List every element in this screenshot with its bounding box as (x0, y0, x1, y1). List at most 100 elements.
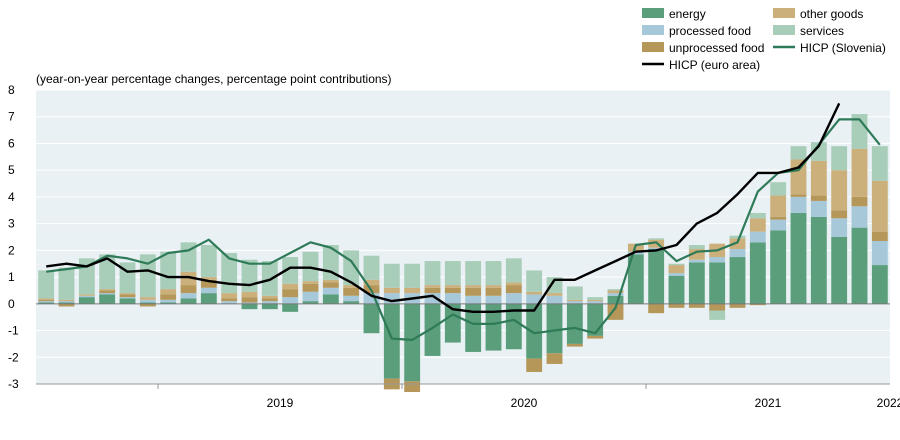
bar-unprocessed-food (322, 282, 339, 288)
bar-services (424, 261, 441, 286)
bar-processed-food (871, 241, 888, 266)
bar-services (465, 261, 482, 286)
legend-swatch-energy (642, 8, 664, 18)
bar-other-goods (688, 249, 705, 260)
bar-energy (322, 294, 339, 304)
y-tick-label: 1 (8, 270, 15, 284)
bar-unprocessed-food (587, 335, 604, 339)
bar-services (688, 245, 705, 250)
bar-other-goods (485, 285, 502, 288)
bar-energy (790, 212, 807, 304)
bar-services (810, 142, 827, 161)
lines (46, 102, 881, 341)
bar-other-goods (810, 160, 827, 196)
bar-unprocessed-food (871, 231, 888, 242)
bar-energy (58, 302, 75, 304)
bar-other-goods (444, 285, 461, 288)
x-year-label: 2020 (511, 396, 538, 410)
bar-unprocessed-food (485, 287, 502, 296)
bar-energy (770, 230, 787, 304)
bar-other-goods (343, 285, 360, 288)
bar-other-goods (302, 281, 319, 284)
bar-unprocessed-food (851, 196, 868, 207)
bar-other-goods (241, 291, 258, 298)
bar-unprocessed-food (38, 299, 55, 302)
bar-unprocessed-food (566, 343, 583, 347)
y-tick-label: 2 (8, 243, 15, 257)
legend: energy processed food unprocessed food HICP… (642, 7, 886, 72)
bar-unprocessed-food (607, 303, 624, 320)
bars (38, 114, 888, 393)
bar-services (566, 286, 583, 300)
bar-unprocessed-food (810, 195, 827, 201)
bar-services (648, 238, 665, 240)
bar-other-goods (78, 294, 95, 296)
bar-processed-food (444, 293, 461, 304)
bar-other-goods (729, 238, 746, 250)
bar-processed-food (383, 293, 400, 304)
bar-energy (526, 303, 543, 359)
y-tick-label: 7 (8, 110, 15, 124)
bar-other-goods (505, 282, 522, 286)
bar-services (139, 254, 156, 298)
bar-other-goods (38, 298, 55, 300)
bar-unprocessed-food (790, 194, 807, 197)
bar-processed-food (200, 287, 217, 294)
y-tick-label: 0 (8, 297, 15, 311)
bar-energy (505, 303, 522, 350)
bar-energy (648, 249, 665, 304)
bar-other-goods (221, 293, 238, 299)
y-tick-label: 6 (8, 136, 15, 150)
bar-energy (38, 302, 55, 304)
bar-processed-food (99, 293, 116, 295)
bar-unprocessed-food (99, 290, 116, 294)
bar-processed-food (627, 251, 644, 255)
bar-unprocessed-food (119, 294, 136, 298)
plot-background (36, 90, 890, 384)
bar-other-goods (465, 285, 482, 288)
bar-energy (688, 262, 705, 304)
bar-services (587, 297, 604, 300)
bar-processed-food (810, 200, 827, 217)
bar-energy (160, 302, 177, 304)
bar-other-goods (200, 277, 217, 280)
bar-other-goods (668, 265, 685, 274)
bar-other-goods (139, 297, 156, 300)
bar-other-goods (851, 148, 868, 197)
bar-processed-food (302, 291, 319, 302)
bar-other-goods (363, 279, 380, 286)
bar-energy (180, 298, 197, 304)
bar-services (200, 245, 217, 278)
bar-other-goods (404, 287, 421, 294)
bar-processed-food (241, 302, 258, 304)
bar-other-goods (526, 291, 543, 295)
bar-processed-food (587, 301, 604, 304)
bar-services (709, 310, 726, 320)
bar-processed-food (688, 259, 705, 263)
bar-energy (200, 293, 217, 304)
chart-subtitle: (year-on-year percentage changes, percen… (36, 72, 392, 86)
bar-unprocessed-food (688, 303, 705, 308)
bar-services (282, 257, 299, 284)
bar-services (749, 212, 766, 219)
bar-energy (465, 303, 482, 352)
bar-processed-food (648, 247, 665, 250)
bar-services (546, 277, 563, 294)
legend-label: energy (669, 7, 706, 21)
bar-other-goods (119, 293, 136, 295)
bar-energy (444, 303, 461, 343)
bar-other-goods (58, 299, 75, 302)
bar-other-goods (282, 283, 299, 290)
legend-swatch-services (773, 25, 795, 35)
bar-unprocessed-food (526, 358, 543, 372)
legend-swatch-unprocessed-food (642, 42, 664, 52)
bar-processed-food (851, 206, 868, 228)
bar-unprocessed-food (729, 303, 746, 308)
bar-processed-food (58, 301, 75, 303)
bar-services (58, 267, 75, 300)
bar-energy (607, 295, 624, 304)
y-tick-label: 3 (8, 217, 15, 231)
bar-energy (343, 301, 360, 304)
bar-energy (485, 303, 502, 351)
bar-services (363, 255, 380, 280)
